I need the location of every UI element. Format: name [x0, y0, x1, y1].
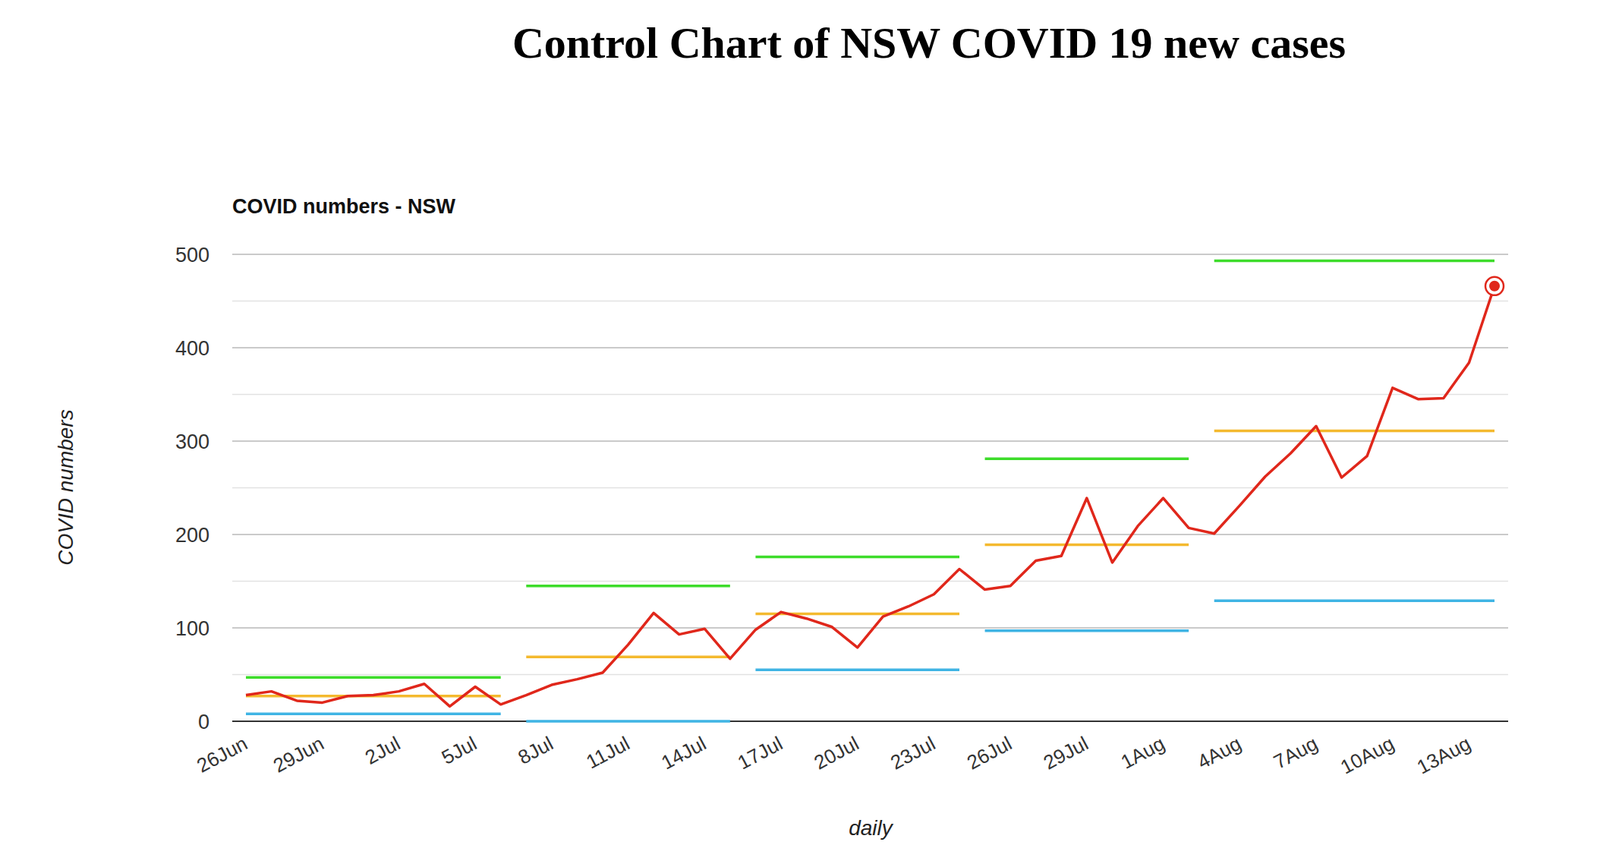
- x-tick-label: 11Jul: [582, 731, 634, 774]
- control-limit: [525, 655, 731, 659]
- minor-grid-line: [232, 300, 1509, 302]
- y-tick-label: 100: [175, 617, 210, 640]
- x-tick-label: 29Jun: [269, 731, 328, 778]
- page: {"chart_data": { "type": "line", "title"…: [0, 0, 1600, 864]
- x-tick-label: 7Aug: [1269, 731, 1322, 774]
- chart-title: Control Chart of NSW COVID 19 new cases: [512, 18, 1346, 68]
- x-tick-label: 8Jul: [513, 731, 557, 769]
- control-limit: [755, 555, 960, 559]
- x-tick-label: 4Aug: [1193, 731, 1245, 774]
- control-limit: [245, 711, 501, 715]
- x-tick-label: 5Jul: [437, 731, 481, 769]
- data-line: [245, 286, 1495, 707]
- marker-ring: [1485, 277, 1504, 296]
- x-tick-label: 10Aug: [1336, 731, 1398, 779]
- grid-line: [232, 626, 1509, 628]
- x-axis-title: daily: [848, 815, 895, 840]
- control-limit: [985, 629, 1190, 633]
- markers: [1485, 277, 1504, 296]
- y-tick-label: 500: [175, 243, 210, 267]
- y-axis-title: COVID numbers: [53, 409, 78, 565]
- minor-grid-line: [232, 674, 1509, 675]
- grid-line: [232, 253, 1509, 255]
- x-tick-label: 2Jul: [361, 731, 404, 769]
- minor-grid-line: [232, 393, 1509, 395]
- chart: Control Chart of NSW COVID 19 new cases C…: [0, 0, 1600, 864]
- chart-subtitle: COVID numbers - NSW: [232, 195, 457, 218]
- grid-line: [232, 720, 1509, 722]
- y-tick-label: 0: [198, 710, 210, 734]
- control-limit: [1214, 259, 1495, 263]
- last-point-marker: [1485, 277, 1504, 296]
- control-limit: [1214, 599, 1495, 603]
- data-marks: [245, 261, 1495, 722]
- grid-line: [232, 533, 1509, 535]
- x-tick-label: 23Jul: [886, 731, 939, 775]
- grid: [232, 254, 1509, 722]
- x-tick-label: 14Jul: [657, 731, 710, 775]
- minor-grid-line: [232, 580, 1509, 582]
- x-tick-label: 26Jul: [963, 731, 1016, 775]
- y-tick-label: 300: [175, 430, 210, 454]
- grid-line: [232, 440, 1509, 441]
- x-tick-label: 26Jun: [192, 731, 252, 778]
- y-tick-label: 200: [175, 523, 210, 547]
- control-limit: [985, 543, 1190, 547]
- x-tick-label: 13Aug: [1413, 731, 1475, 779]
- x-tick-label: 20Jul: [810, 731, 863, 775]
- x-tick-label: 1Aug: [1117, 731, 1169, 774]
- control-limit: [985, 457, 1190, 461]
- minor-grid-line: [232, 487, 1509, 489]
- x-tick-label: 17Jul: [733, 731, 787, 775]
- marker-dot: [1489, 280, 1500, 292]
- control-limit: [1214, 429, 1495, 433]
- control-limit: [525, 584, 731, 588]
- control-limit: [755, 668, 960, 672]
- grid-line: [232, 346, 1509, 348]
- control-limit: [525, 719, 731, 723]
- y-tick-label: 400: [175, 337, 210, 360]
- x-tick-label: 29Jul: [1039, 731, 1093, 775]
- control-limit: [245, 675, 501, 679]
